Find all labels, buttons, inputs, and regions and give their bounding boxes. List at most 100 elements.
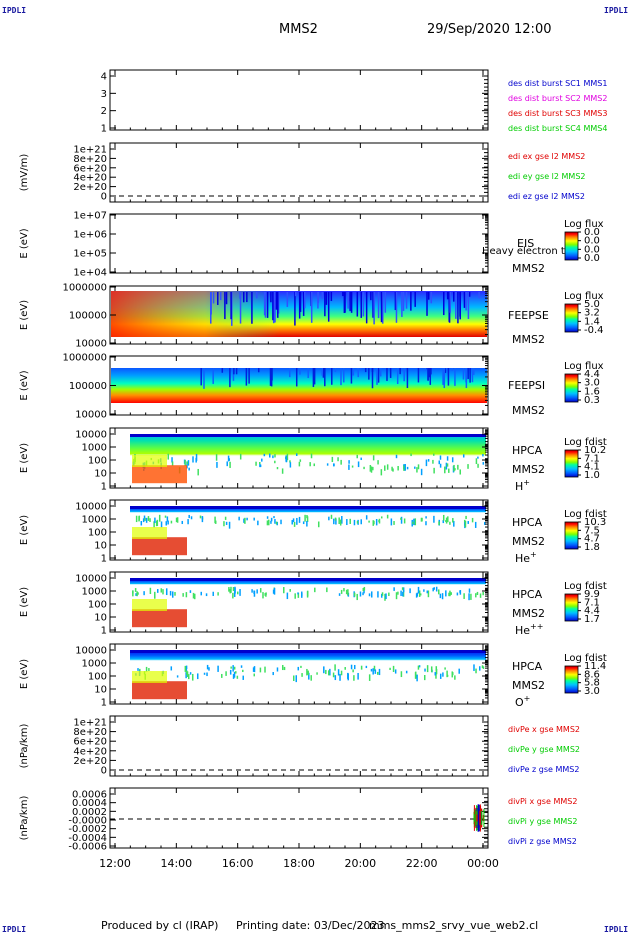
panel-feeps-i-streak	[343, 364, 345, 383]
panel-hpca-he-speck	[224, 516, 227, 520]
panel-hpca-h-speck	[372, 466, 374, 471]
panel-hpca-h-species-label: H+	[515, 478, 530, 493]
panel-hpca-he-speck	[334, 517, 337, 521]
panel-hpca-he-speck	[411, 519, 413, 527]
panel-hpca-he2-speck	[192, 592, 195, 599]
panel-eis-spacecraft-label: MMS2	[512, 262, 545, 275]
panel-hpca-h-speck	[356, 454, 358, 459]
panel-hpca-he2-speck	[212, 591, 214, 596]
panel-hpca-h-speck	[313, 463, 316, 467]
panel-hpca-o-speck	[300, 665, 302, 668]
panel-hpca-he2-speck	[171, 591, 174, 598]
panel-hpca-he-speck	[176, 517, 179, 523]
panel-feeps-e-streak	[286, 292, 289, 307]
panel-des-dist-legend-entry: des dist burst SC3 MMS3	[508, 109, 607, 118]
panel-feeps-e-streak	[239, 292, 242, 324]
panel-hpca-he-speck	[356, 520, 359, 524]
panel-hpca-he-speck	[339, 519, 342, 526]
panel-hpca-h-speck	[417, 464, 420, 470]
panel-hpca-he2-speck	[419, 593, 422, 596]
panel-hpca-he2-speck	[283, 587, 285, 594]
panel-feeps-e-streak	[273, 292, 276, 316]
panel-hpca-he2-speck	[169, 590, 172, 596]
panel-hpca-h-speck	[445, 462, 448, 470]
panel-hpca-o-speck	[435, 666, 438, 672]
panel-hpca-he-speck	[380, 516, 383, 519]
panel-hpca-h-speck	[410, 453, 412, 457]
panel-feeps-e-streak	[317, 292, 319, 309]
panel-hpca-o-speck	[378, 668, 381, 676]
panel-hpca-h-speck	[348, 464, 350, 470]
panel-hpca-o-speck	[350, 664, 353, 670]
panel-feeps-e-ytick-label: 10000	[75, 339, 107, 350]
panel-hpca-o-speck	[292, 675, 295, 682]
panel-hpca-o-speck	[394, 669, 397, 674]
panel-feeps-e-colorbar	[564, 303, 579, 333]
panel-hpca-h-species-name: H	[515, 480, 523, 493]
panel-hpca-he-speck	[270, 520, 272, 524]
panel-feeps-i-streak	[233, 364, 235, 375]
panel-hpca-he-speck	[291, 519, 293, 525]
panel-hpca-he-speck	[199, 515, 202, 519]
panel-hpca-he-speck	[253, 517, 255, 521]
panel-divpi-ylabel: (nPa/km)	[19, 796, 30, 841]
panel-feeps-i-streak	[473, 364, 475, 375]
panel-hpca-he2-speck	[340, 589, 343, 594]
panel-hpca-he2-speck	[426, 590, 429, 594]
panel-hpca-o-speck	[365, 665, 368, 669]
panel-feeps-e-streak	[365, 292, 368, 324]
panel-hpca-h-speck	[433, 453, 435, 456]
panel-hpca-o-speck	[232, 674, 235, 679]
panel-divpi-legend-entry: divPi y gse MMS2	[508, 817, 577, 826]
panel-hpca-h-speck	[337, 457, 339, 462]
panel-hpca-h-speck	[186, 461, 188, 469]
panel-hpca-he-speck	[373, 520, 375, 525]
panel-edi-ytick-label: 1e+21	[73, 145, 107, 156]
panel-feeps-e-streak	[455, 292, 457, 319]
panel-feeps-i-streak	[203, 364, 205, 389]
panel-hpca-he2-speck	[306, 591, 309, 598]
panel-hpca-he-speck	[170, 520, 173, 524]
panel-hpca-he-speck	[293, 521, 296, 527]
panel-hpca-he-burst-mid	[132, 527, 167, 539]
panel-hpca-he-species-name: He	[515, 552, 530, 565]
panel-edi-ytick-label: 4e+20	[73, 173, 107, 184]
panel-hpca-h-speck	[326, 463, 329, 466]
panel-hpca-he-speck	[465, 515, 467, 520]
panel-hpca-he-speck	[238, 516, 240, 521]
panel-hpca-h-speck	[457, 464, 459, 470]
panel-hpca-he2-speck	[397, 591, 399, 595]
panel-hpca-o-speck	[337, 669, 340, 676]
panel-hpca-o-speck	[458, 668, 460, 674]
panel-eis-ytick-label: 1e+05	[73, 249, 107, 260]
panel-hpca-he-speck	[164, 515, 167, 518]
panel-feeps-e-streak	[465, 292, 467, 311]
panel-hpca-h-ytick-label: 1	[101, 482, 107, 493]
panel-hpca-he-speck	[143, 515, 146, 519]
panel-hpca-he-speck	[140, 520, 143, 526]
panel-hpca-h-speck	[462, 454, 465, 458]
panel-hpca-o-speck	[423, 675, 426, 681]
panel-hpca-h-speck	[438, 460, 440, 465]
panel-hpca-o-speck	[310, 675, 312, 681]
x-axis-tick-label: 20:00	[344, 857, 376, 870]
panel-hpca-he2-burst	[132, 609, 187, 628]
panel-hpca-he-colorbar-label: 10.3	[584, 517, 606, 528]
panel-feeps-e-streak	[446, 292, 449, 300]
panel-hpca-he-speck	[144, 517, 146, 521]
panel-hpca-he-speck	[275, 521, 278, 525]
panel-hpca-he2-speck	[439, 593, 442, 599]
panel-hpca-h-speck	[333, 463, 335, 467]
x-axis-tick-label: 12:00	[99, 857, 131, 870]
panel-edi-ytick-label: 8e+20	[73, 154, 107, 165]
panel-hpca-h-speck	[392, 468, 394, 472]
panel-hpca-o-speck	[417, 665, 420, 670]
panel-hpca-h-speck	[269, 453, 271, 458]
panel-hpca-he-speck	[243, 518, 245, 523]
panel-feeps-i-streak	[312, 364, 315, 387]
panel-hpca-o-speck	[176, 675, 179, 678]
panel-hpca-he2-speck	[217, 592, 219, 596]
panel-hpca-he2-speck	[450, 592, 452, 595]
panel-hpca-he2-speck	[363, 590, 365, 594]
panel-hpca-he2-instrument-label: HPCA	[512, 588, 543, 601]
